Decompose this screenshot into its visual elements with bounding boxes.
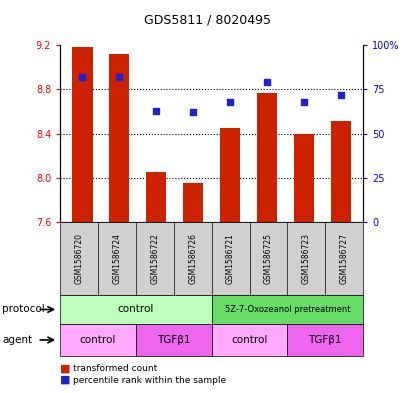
Text: GSM1586727: GSM1586727 — [340, 233, 349, 284]
Text: ■: ■ — [60, 375, 71, 385]
Point — [153, 107, 159, 114]
Bar — [331, 121, 351, 222]
Bar — [146, 172, 166, 222]
Bar — [220, 128, 240, 222]
Text: GSM1586722: GSM1586722 — [150, 233, 159, 284]
Text: control: control — [231, 335, 268, 345]
Text: transformed count: transformed count — [73, 364, 157, 373]
Text: GDS5811 / 8020495: GDS5811 / 8020495 — [144, 14, 271, 27]
Point — [79, 74, 85, 80]
Bar — [183, 184, 203, 222]
Text: GSM1586725: GSM1586725 — [264, 233, 273, 284]
Text: control: control — [118, 305, 154, 314]
Text: control: control — [80, 335, 116, 345]
Text: agent: agent — [2, 335, 32, 345]
Text: ■: ■ — [60, 363, 71, 373]
Point — [227, 99, 234, 105]
Bar — [257, 93, 277, 222]
Text: GSM1586720: GSM1586720 — [75, 233, 83, 284]
Text: protocol: protocol — [2, 305, 45, 314]
Point — [116, 74, 122, 80]
Bar — [294, 134, 314, 222]
Point — [301, 99, 308, 105]
Point — [338, 92, 344, 98]
Text: TGFβ1: TGFβ1 — [157, 335, 190, 345]
Text: TGFβ1: TGFβ1 — [308, 335, 342, 345]
Bar — [109, 54, 129, 222]
Bar — [72, 48, 93, 222]
Text: 5Z-7-Oxozeanol pretreatment: 5Z-7-Oxozeanol pretreatment — [225, 305, 350, 314]
Text: GSM1586721: GSM1586721 — [226, 233, 235, 284]
Point — [190, 109, 196, 116]
Point — [264, 79, 271, 85]
Text: GSM1586724: GSM1586724 — [112, 233, 122, 284]
Text: percentile rank within the sample: percentile rank within the sample — [73, 376, 226, 384]
Text: GSM1586723: GSM1586723 — [302, 233, 311, 284]
Text: GSM1586726: GSM1586726 — [188, 233, 197, 284]
